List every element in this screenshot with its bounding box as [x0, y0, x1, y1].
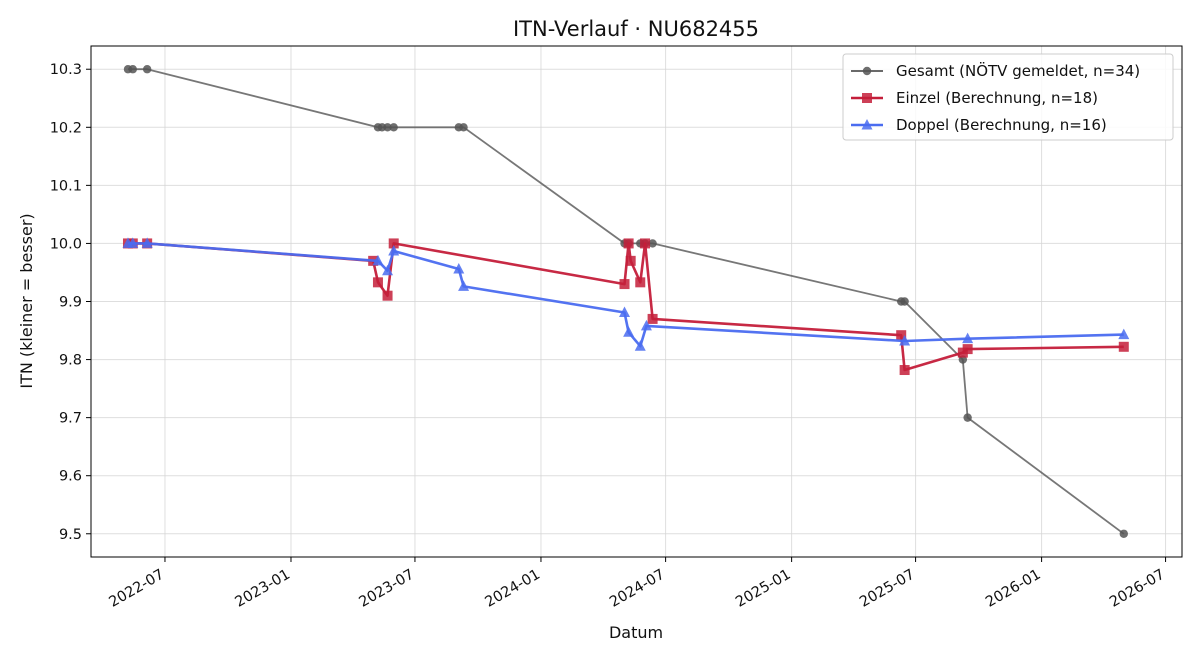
y-tick-label: 9.6 [59, 469, 82, 485]
data-point [900, 297, 909, 306]
data-point [453, 262, 465, 274]
data-point [635, 277, 646, 288]
legend-marker [862, 66, 872, 76]
data-point [458, 280, 470, 291]
x-axis-label: Datum [609, 623, 663, 642]
legend-box [842, 53, 1174, 141]
legend-label: Gesamt (NÖTV gemeldet, n=34) [896, 61, 1140, 80]
data-point [963, 413, 972, 422]
data-point [640, 319, 652, 331]
legend-item: Einzel (Berechnung, n=18) [851, 89, 1098, 107]
data-point [899, 334, 911, 346]
data-point [962, 344, 973, 355]
y-tick-label: 10.2 [50, 120, 82, 136]
data-point [623, 326, 635, 337]
legend-item: Doppel (Berechnung, n=16) [851, 116, 1107, 134]
data-point [459, 123, 468, 132]
data-point [647, 313, 658, 324]
data-point [388, 244, 400, 256]
series-triangle [122, 237, 1130, 351]
data-point [141, 237, 153, 248]
legend: Gesamt (NÖTV gemeldet, n=34) Einzel (Bere… [842, 53, 1174, 141]
y-tick-label: 9.8 [59, 353, 82, 369]
data-point [127, 237, 139, 248]
data-point [389, 123, 398, 132]
legend-marker [862, 93, 872, 103]
y-tick-label: 9.5 [59, 527, 82, 543]
data-point [619, 306, 631, 318]
data-point [962, 332, 974, 344]
data-point [1118, 341, 1129, 352]
data-point [372, 254, 384, 266]
data-point [372, 277, 383, 288]
data-point [623, 238, 634, 249]
y-tick-label: 10.0 [50, 236, 82, 252]
legend-label: Einzel (Berechnung, n=18) [896, 89, 1098, 107]
data-point [896, 330, 907, 341]
data-point [383, 123, 392, 132]
y-tick-label: 10.3 [50, 62, 82, 78]
chart-title: ITN-Verlauf · NU682455 [513, 17, 759, 41]
series-layer [122, 65, 1130, 538]
data-point [899, 365, 910, 376]
legend-marker [861, 119, 873, 130]
data-point [640, 238, 651, 249]
data-point [634, 340, 646, 351]
data-point [1118, 328, 1130, 340]
data-point [1119, 529, 1128, 538]
data-point [128, 65, 137, 74]
y-tick-label: 9.7 [59, 411, 82, 427]
data-point [648, 239, 657, 248]
y-tick-label: 9.9 [59, 295, 82, 311]
y-tick-label: 10.1 [50, 178, 82, 194]
data-point [382, 290, 393, 301]
legend-item: Gesamt (NÖTV gemeldet, n=34) [851, 61, 1140, 80]
y-axis-label: ITN (kleiner = besser) [17, 213, 36, 388]
data-point [142, 65, 152, 74]
data-point [625, 255, 636, 266]
data-point [388, 238, 399, 249]
data-point [619, 279, 630, 290]
legend-label: Doppel (Berechnung, n=16) [896, 116, 1107, 134]
data-point [382, 264, 394, 276]
y-axis: 9.5 9.6 9.7 9.8 9.9 10.0 10.1 10.2 10.3 [50, 62, 91, 543]
